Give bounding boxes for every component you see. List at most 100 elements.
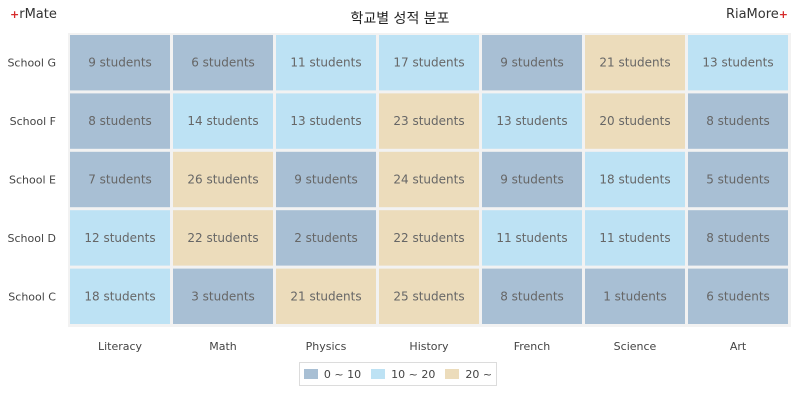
cell-value-label: 20 students	[599, 114, 670, 128]
heatmap-cell[interactable]	[482, 151, 582, 208]
heatmap-cell[interactable]	[688, 151, 788, 208]
heatmap-cell[interactable]	[482, 268, 582, 324]
heatmap-cell[interactable]	[482, 93, 582, 149]
heatmap-cell[interactable]	[379, 93, 479, 149]
cell-value-label: 3 students	[191, 289, 255, 303]
x-axis-tick-label: Literacy	[98, 340, 143, 353]
cell-value-label: 18 students	[84, 289, 155, 303]
cell-value-label: 1 students	[603, 289, 667, 303]
cell-value-label: 9 students	[500, 173, 564, 187]
brand-left-text: rMate	[19, 7, 57, 22]
heatmap-cell[interactable]	[70, 151, 170, 208]
heatmap-cell[interactable]	[585, 268, 685, 324]
cell-value-label: 25 students	[393, 289, 464, 303]
brand-logo-left: +rMate	[10, 7, 57, 22]
cell-value-label: 13 students	[290, 114, 361, 128]
cell-value-label: 22 students	[187, 231, 258, 245]
legend-item[interactable]: 20 ~	[445, 368, 492, 381]
heatmap-cell[interactable]	[173, 151, 273, 208]
heatmap-cell[interactable]	[585, 93, 685, 149]
legend-swatch	[371, 369, 386, 379]
y-axis-tick-label: School D	[8, 232, 57, 245]
heatmap-cell[interactable]	[688, 35, 788, 91]
y-axis-tick-label: School C	[8, 290, 56, 303]
legend-item[interactable]: 10 ~ 20	[371, 368, 435, 381]
heatmap-cell[interactable]	[276, 210, 376, 266]
heatmap-cell[interactable]	[688, 93, 788, 149]
cell-value-label: 5 students	[706, 173, 770, 187]
x-axis-tick-label: History	[409, 340, 449, 353]
cell-value-label: 7 students	[88, 173, 152, 187]
heatmap-cell[interactable]	[688, 268, 788, 324]
y-axis-tick-label: School G	[7, 57, 56, 70]
cell-value-label: 23 students	[393, 114, 464, 128]
cell-value-label: 11 students	[599, 231, 670, 245]
cell-value-label: 18 students	[599, 173, 670, 187]
heatmap-cell[interactable]	[482, 35, 582, 91]
heatmap-cell[interactable]	[482, 210, 582, 266]
plus-icon: +	[10, 8, 20, 21]
heatmap-cell[interactable]	[70, 268, 170, 324]
brand-logo-right: RiaMore+	[726, 7, 788, 22]
heatmap-cell[interactable]	[379, 210, 479, 266]
heatmap-cell[interactable]	[585, 151, 685, 208]
cell-value-label: 26 students	[187, 173, 258, 187]
heatmap-cell[interactable]	[585, 210, 685, 266]
cell-value-label: 9 students	[88, 56, 152, 70]
plus-icon: +	[778, 8, 788, 21]
cell-value-label: 8 students	[706, 231, 770, 245]
heatmap-cell[interactable]	[173, 35, 273, 91]
x-axis-tick-label: Physics	[306, 340, 347, 353]
cell-value-label: 9 students	[500, 56, 564, 70]
heatmap-cell[interactable]	[379, 35, 479, 91]
cell-value-label: 24 students	[393, 173, 464, 187]
legend-swatch	[445, 369, 460, 379]
cell-value-label: 13 students	[702, 56, 773, 70]
heatmap-cell[interactable]	[276, 151, 376, 208]
heatmap-cell[interactable]	[173, 268, 273, 324]
legend-item[interactable]: 0 ~ 10	[303, 367, 362, 381]
cell-value-label: 2 students	[294, 231, 358, 245]
cell-value-label: 11 students	[290, 56, 361, 70]
cell-value-label: 6 students	[191, 56, 255, 70]
heatmap-cell[interactable]	[173, 210, 273, 266]
y-axis-tick-label: School E	[9, 174, 56, 187]
brand-right-text: RiaMore	[725, 7, 779, 22]
legend-label: 10 ~ 20	[391, 367, 436, 381]
cell-value-label: 9 students	[294, 173, 358, 187]
chart-title: 학교별 성적 분포	[350, 11, 450, 27]
heatmap-cell[interactable]	[70, 35, 170, 91]
x-axis-tick-label: Art	[730, 340, 747, 353]
cell-value-label: 21 students	[599, 56, 670, 70]
cell-value-label: 8 students	[706, 114, 770, 128]
heatmap-cell[interactable]	[276, 268, 376, 324]
x-axis-tick-label: French	[514, 340, 551, 353]
legend: 0 ~ 10 10 ~ 20 20 ~	[299, 362, 497, 386]
legend-swatch	[303, 369, 318, 379]
cell-value-label: 22 students	[393, 231, 464, 245]
heatmap-cell[interactable]	[379, 151, 479, 208]
cell-value-label: 8 students	[88, 114, 152, 128]
legend-label: 0 ~ 10	[323, 367, 362, 381]
cell-value-label: 13 students	[496, 114, 567, 128]
heatmap-cell[interactable]	[70, 93, 170, 149]
heatmap-cell[interactable]	[276, 93, 376, 149]
heatmap-cell[interactable]	[173, 93, 273, 149]
cell-value-label: 21 students	[290, 289, 361, 303]
x-axis-tick-label: Science	[614, 340, 657, 353]
x-axis-tick-label: Math	[209, 340, 237, 353]
heatmap-cell[interactable]	[585, 35, 685, 91]
cell-value-label: 14 students	[187, 114, 258, 128]
legend-label: 20 ~	[465, 367, 493, 381]
cell-value-label: 11 students	[496, 231, 567, 245]
cell-value-label: 6 students	[706, 289, 770, 303]
heatmap-cell[interactable]	[276, 35, 376, 91]
cell-value-label: 8 students	[500, 289, 564, 303]
cell-value-label: 17 students	[393, 56, 464, 70]
heatmap-cell[interactable]	[70, 210, 170, 266]
cell-value-label: 12 students	[84, 231, 155, 245]
heatmap-cell[interactable]	[688, 210, 788, 266]
heatmap-cell[interactable]	[379, 268, 479, 324]
y-axis-tick-label: School F	[10, 115, 56, 128]
